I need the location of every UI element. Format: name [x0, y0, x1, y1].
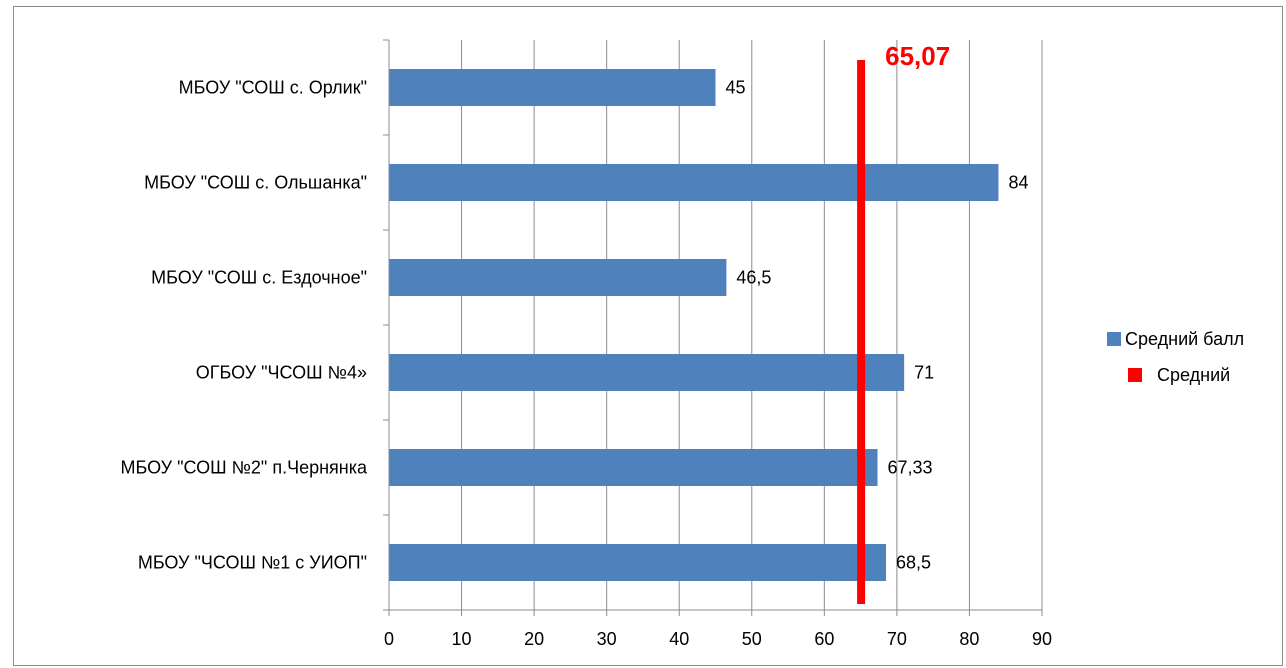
x-tick-label: 30 [597, 629, 617, 649]
x-tick-label: 60 [814, 629, 834, 649]
value-label: 84 [1008, 173, 1028, 193]
value-label: 45 [726, 78, 746, 98]
bar [389, 164, 999, 201]
label-layer: 0 10 20 30 40 50 60 70 80 90 МБОУ "СОШ с. Орлик" 45… [120, 78, 1052, 650]
x-tick-label: 70 [887, 629, 907, 649]
x-tick-label: 20 [524, 629, 544, 649]
bar [389, 544, 887, 581]
bar [389, 69, 716, 106]
x-tick-label: 50 [742, 629, 762, 649]
x-tick-label: 90 [1032, 629, 1052, 649]
x-tick-label: 0 [384, 629, 394, 649]
value-label: 68,5 [896, 553, 931, 573]
axis-layer [383, 39, 1043, 616]
bar-layer [389, 69, 999, 581]
bar-chart: 0 10 20 30 40 50 60 70 80 90 МБОУ "СОШ с. Орлик" 45… [120, 39, 1244, 650]
reference-line-layer: 65,07 [857, 41, 950, 604]
average-line-label: 65,07 [885, 41, 950, 71]
legend-label-series: Средний балл [1125, 329, 1244, 349]
legend-label-average: Средний [1157, 365, 1230, 385]
bar [389, 354, 905, 391]
chart-area: 0 10 20 30 40 50 60 70 80 90 МБОУ "СОШ с. Орлик" 45… [13, 6, 1283, 666]
category-label: МБОУ "ЧСОШ №1 с УИОП" [138, 553, 367, 573]
grid-layer [461, 40, 1043, 610]
category-label: МБОУ "СОШ с. Ольшанка" [144, 173, 367, 193]
bar [389, 259, 727, 296]
value-label: 71 [914, 363, 934, 383]
x-tick-label: 10 [452, 629, 472, 649]
x-tick-label: 80 [959, 629, 979, 649]
bar [389, 449, 878, 486]
category-label: МБОУ "СОШ №2" п.Чернянка [120, 458, 368, 478]
value-label: 67,33 [888, 458, 933, 478]
category-label: МБОУ "СОШ с. Ездочное" [151, 268, 367, 288]
value-label: 46,5 [736, 268, 771, 288]
category-label: ОГБОУ "ЧСОШ №4» [196, 363, 367, 383]
legend: Средний балл Средний [1107, 329, 1244, 385]
x-tick-label: 40 [669, 629, 689, 649]
category-label: МБОУ "СОШ с. Орлик" [179, 78, 367, 98]
legend-swatch-average [1128, 368, 1142, 382]
legend-swatch-series [1107, 332, 1121, 346]
